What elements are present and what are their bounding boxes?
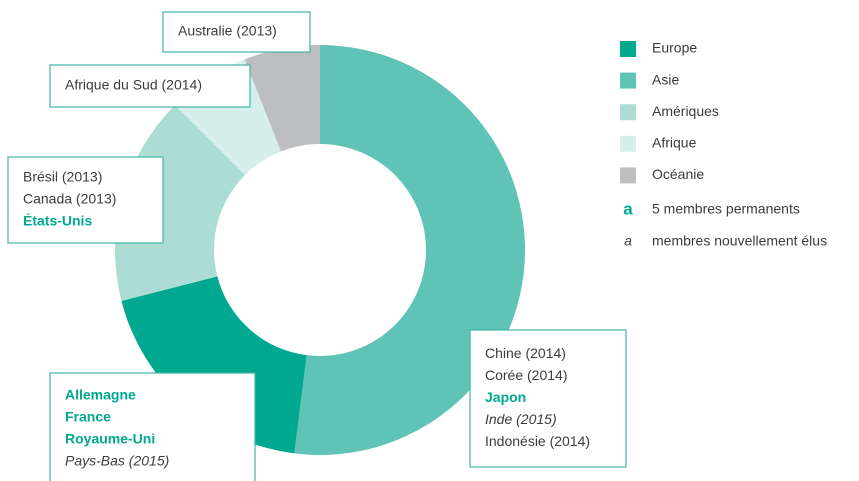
annotation-box [7,156,164,244]
annotation-box [469,329,627,468]
legend-swatch [620,41,636,57]
annotation-line: Indonésie (2014) [485,433,590,449]
donut-segment [115,105,246,301]
annotation-line: Canada (2013) [23,191,116,207]
annotation-line: Corée (2014) [485,367,568,383]
legend-label: Europe [652,40,697,56]
legend-swatch [620,104,636,121]
legend-label: Afrique [652,135,697,151]
legend-symbol: a [623,199,633,218]
donut-segment [244,45,320,152]
annotation-line: Australie (2013) [178,23,277,39]
legend-symbol: a [624,232,632,248]
annotation-line: Royaume-Uni [65,431,155,447]
legend-label: Amériques [652,103,719,119]
donut-segment [121,276,307,454]
annotation-line: Brésil (2013) [23,169,102,185]
annotation-box [49,64,251,108]
annotation-line: États-Unis [23,213,92,229]
legend-swatch [620,167,636,184]
donut-segment [294,45,525,455]
legend-label: Océanie [652,166,704,182]
legend-label: membres nouvellement élus [652,232,827,248]
annotation-box [162,11,311,53]
legend-swatch [620,135,636,152]
legend-label: 5 membres permanents [652,201,800,217]
annotation-box [49,372,256,481]
annotation-line: Inde (2015) [485,411,557,427]
annotation-line: Pays-Bas (2015) [65,453,169,469]
annotation-line: Afrique du Sud (2014) [65,77,202,93]
legend-swatch [620,72,636,89]
annotation-line: France [65,409,111,425]
annotation-line: Allemagne [65,387,136,403]
annotation-line: Japon [485,389,526,405]
legend-label: Asie [652,71,679,87]
annotation-line: Chine (2014) [485,345,566,361]
